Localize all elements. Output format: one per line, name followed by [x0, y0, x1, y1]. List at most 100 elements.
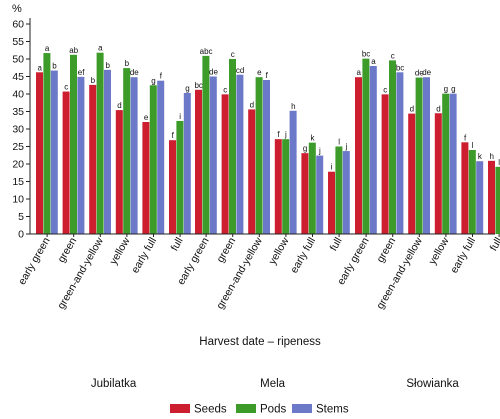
bar [308, 142, 316, 234]
legend-label: Seeds [194, 404, 227, 416]
y-tick-label: 40 [12, 89, 24, 101]
bar [255, 77, 263, 234]
significance-letter: j [345, 142, 348, 151]
bar [183, 92, 191, 234]
y-tick-label: 50 [12, 54, 24, 66]
group-labels: Jubilatka Mela Słowianka [91, 378, 460, 390]
significance-letter: g [451, 85, 455, 94]
legend-label: Stems [316, 404, 349, 416]
x-axis-title: Harvest date – ripeness [199, 336, 321, 348]
significance-letter: de [130, 68, 139, 77]
bar [389, 60, 396, 235]
significance-letter: c [391, 51, 395, 60]
significance-letter: f [172, 131, 175, 140]
bar [236, 74, 244, 234]
bar [221, 94, 229, 234]
x-tick-label: full [328, 236, 345, 254]
bar [149, 85, 157, 234]
bar [495, 166, 500, 234]
bar [169, 140, 176, 234]
legend-swatch [236, 404, 256, 413]
y-tick-label: 35 [12, 106, 24, 118]
bar [289, 110, 297, 234]
significance-letter: ef [78, 68, 85, 77]
significance-letter: j [318, 147, 321, 156]
y-tick-label: 10 [12, 194, 24, 206]
significance-letter: a [37, 63, 42, 72]
bar [104, 69, 111, 234]
legend: Seeds Pods Stems [170, 404, 349, 416]
bar [415, 77, 423, 234]
x-tick-label: green [374, 235, 398, 264]
y-tick-label: 60 [12, 19, 24, 31]
significance-letter: c [223, 85, 227, 94]
significance-letter: de [415, 69, 424, 78]
bar [62, 91, 70, 234]
significance-letter: a [45, 44, 50, 53]
significance-letter: i [331, 163, 333, 172]
bar [89, 84, 97, 235]
bar [369, 66, 377, 234]
significance-letter: ab [69, 46, 78, 55]
bar [36, 72, 43, 234]
bar [282, 139, 290, 234]
bar [176, 120, 184, 234]
group-label: Słowianka [406, 378, 459, 390]
y-tick-label: 55 [12, 36, 24, 48]
bar [335, 146, 343, 234]
bar [209, 76, 217, 234]
significance-letter: f [464, 133, 467, 142]
significance-letter: l [338, 138, 340, 147]
x-tick-label: green [214, 235, 238, 264]
y-axis-label: % [12, 3, 22, 15]
significance-letter: k [311, 134, 316, 143]
significance-letter: bc [362, 50, 370, 59]
bar [142, 122, 150, 234]
bar [50, 70, 58, 234]
significance-letter: a [356, 68, 361, 77]
y-tick-label: 15 [12, 176, 24, 188]
bar [263, 80, 270, 234]
bar [115, 110, 123, 234]
significance-letter: b [52, 62, 57, 71]
bar [130, 77, 138, 234]
bar [468, 150, 476, 234]
significance-letter: de [422, 68, 431, 77]
significance-letter: g [303, 144, 307, 153]
y-axis: 0 5 10 15 20 25 30 35 40 45 50 55 60 [12, 18, 31, 241]
legend-swatch [170, 404, 190, 413]
significance-letter: cd [236, 66, 244, 75]
legend-label: Pods [260, 404, 286, 416]
x-tick-label: yellow [108, 235, 133, 267]
significance-letter: g [444, 85, 448, 94]
significance-letter: b [105, 61, 110, 70]
bar [442, 93, 450, 235]
significance-letter: de [209, 68, 218, 77]
significance-letter: g [185, 84, 189, 93]
x-tick-label: early green [16, 235, 53, 287]
significance-letter: g [151, 76, 155, 85]
significance-letter: abc [200, 47, 213, 56]
y-tick-label: 25 [12, 141, 24, 153]
x-tick-label: full [169, 236, 186, 254]
significance-letter: d [250, 100, 254, 109]
significance-letter: c [231, 50, 235, 59]
significance-letter: d [436, 104, 440, 113]
bar [301, 153, 309, 234]
bar [229, 59, 236, 234]
significance-letter: c [64, 83, 68, 92]
y-tick-label: 45 [12, 71, 24, 83]
significance-letter: f [277, 130, 280, 139]
x-tick-label: yellow [427, 235, 452, 267]
bar [434, 113, 442, 234]
bar [381, 94, 389, 234]
significance-letter: d [410, 105, 414, 114]
bar [248, 109, 256, 234]
bar [274, 139, 282, 234]
bar [396, 72, 404, 234]
significance-letter: d [117, 101, 121, 110]
bar [423, 77, 430, 234]
bar [96, 52, 104, 235]
significance-letter: e [257, 68, 262, 77]
